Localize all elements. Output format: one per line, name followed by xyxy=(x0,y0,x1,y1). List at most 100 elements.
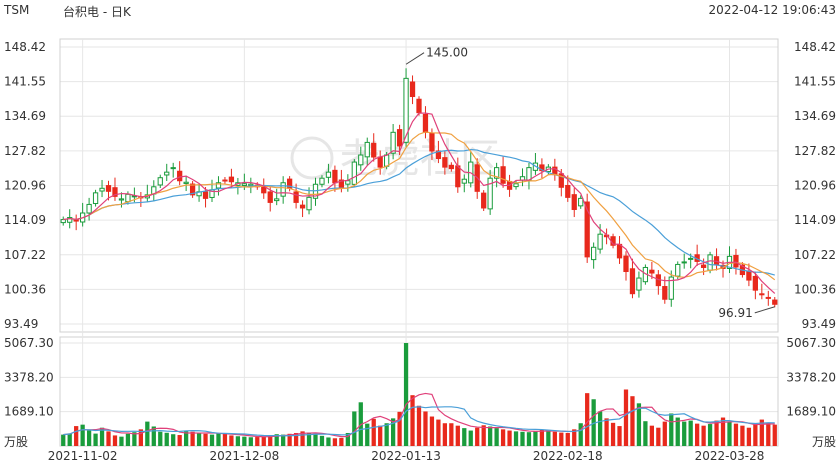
volume-bar xyxy=(533,430,538,446)
candle-body xyxy=(177,170,183,182)
candle-body xyxy=(513,183,519,188)
volume-bar xyxy=(766,422,771,446)
volume-bar xyxy=(610,422,616,446)
x-tick-label: 2021-11-02 xyxy=(48,449,118,463)
candle-body xyxy=(67,217,73,223)
volume-bar xyxy=(196,432,202,446)
candle-body xyxy=(319,177,325,185)
candle-body xyxy=(183,181,189,184)
volume-bar xyxy=(313,433,318,446)
volume-bar xyxy=(546,430,551,446)
volume-bar xyxy=(720,417,726,446)
volume-bar xyxy=(99,427,105,446)
candle-body xyxy=(713,256,720,265)
candle-body xyxy=(707,254,713,271)
candle-body xyxy=(306,196,312,211)
candle-body xyxy=(461,178,467,184)
volume-bar xyxy=(287,433,292,446)
candle-body xyxy=(416,98,422,114)
volume-bar xyxy=(403,343,409,446)
chart-title: 台积电 - 日K xyxy=(63,5,131,19)
volume-bar xyxy=(132,432,137,446)
candle-body xyxy=(616,243,623,259)
volume-bar xyxy=(643,421,648,446)
volume-bar xyxy=(662,421,667,446)
low-annotation: 96.91 xyxy=(718,306,752,320)
candle-body xyxy=(60,219,66,224)
volume-bar xyxy=(630,396,635,446)
candle-body xyxy=(409,81,416,98)
volume-bar xyxy=(617,426,622,446)
timestamp: 2022-04-12 19:06:43 xyxy=(708,3,836,17)
volume-bar xyxy=(585,393,590,446)
chart-header: TSM 台积电 - 日K 2022-04-12 19:06:43 xyxy=(0,0,840,20)
candle-body xyxy=(481,192,487,209)
volume-bar xyxy=(365,423,370,446)
candle-body xyxy=(293,191,299,203)
volume-bar xyxy=(740,425,745,446)
volume-bar xyxy=(222,433,228,446)
price-tick-right: 107.22 xyxy=(794,248,836,262)
ma5-line xyxy=(63,112,776,294)
volume-bar xyxy=(151,426,156,446)
volume-bar xyxy=(209,434,215,446)
candle-body xyxy=(92,192,99,205)
volume-bar xyxy=(171,434,176,446)
volume-bar xyxy=(462,428,467,446)
volume-bar xyxy=(475,427,480,446)
volume-bar xyxy=(106,431,111,446)
candle-body xyxy=(500,166,506,184)
volume-bar xyxy=(274,434,279,446)
volume-bar xyxy=(74,426,79,446)
volume-bar xyxy=(352,411,357,446)
candle-body xyxy=(675,263,681,277)
volume-bar xyxy=(255,437,260,446)
price-tick-left: 120.96 xyxy=(4,178,46,192)
candle-body xyxy=(565,184,571,198)
volume-bar xyxy=(429,416,435,446)
volume-bar xyxy=(733,423,739,446)
volume-bar xyxy=(80,424,85,446)
candle-body xyxy=(558,173,564,188)
candle-body xyxy=(384,154,390,167)
volume-bar xyxy=(682,421,687,446)
volume-bar xyxy=(229,435,234,446)
candle-body xyxy=(299,204,306,209)
high-annotation: 145.00 xyxy=(426,46,468,60)
price-tick-right: 100.36 xyxy=(794,282,836,296)
volume-bar xyxy=(248,437,253,446)
candle-body xyxy=(571,194,577,210)
volume-bar xyxy=(481,425,486,446)
candle-body xyxy=(455,165,461,188)
volume-bar xyxy=(727,421,732,446)
price-tick-right: 120.96 xyxy=(794,178,836,192)
candle-body xyxy=(364,141,370,158)
candle-body xyxy=(215,182,222,189)
volume-bar xyxy=(416,405,422,446)
candle-body xyxy=(377,156,383,168)
candle-body xyxy=(772,299,778,305)
volume-bar xyxy=(397,411,402,446)
candle-body xyxy=(189,183,196,196)
x-tick-label: 2022-03-28 xyxy=(695,449,765,463)
volume-bar xyxy=(526,432,532,446)
candle-body xyxy=(222,179,228,182)
volume-bar xyxy=(61,434,66,446)
candle-body xyxy=(345,180,351,185)
volume-bar xyxy=(216,433,221,446)
candle-body xyxy=(125,193,131,203)
candle-body xyxy=(539,164,545,172)
volume-bar xyxy=(242,436,247,446)
price-tick-left: 100.36 xyxy=(4,282,46,296)
volume-bar xyxy=(390,418,396,446)
volume-bar xyxy=(488,426,493,446)
candle-body xyxy=(733,254,739,268)
candle-body xyxy=(765,296,771,299)
price-tick-left: 127.82 xyxy=(4,144,46,158)
candle-body xyxy=(170,167,176,170)
candle-body xyxy=(487,177,493,210)
volume-bar xyxy=(371,418,376,446)
candle-body xyxy=(662,286,668,300)
volume-bar xyxy=(384,423,389,446)
candle-body xyxy=(578,197,584,207)
